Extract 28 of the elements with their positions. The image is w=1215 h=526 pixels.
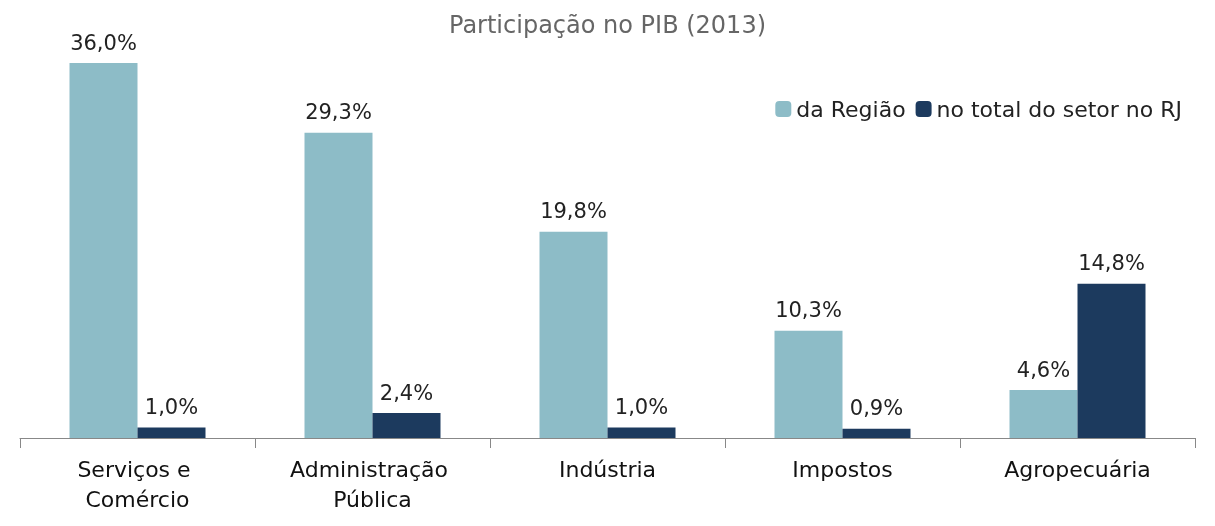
bar — [842, 428, 911, 438]
data-label: 36,0% — [70, 30, 137, 55]
chart-title: Participação no PIB (2013) — [448, 11, 767, 39]
bar — [69, 63, 138, 438]
bar — [1009, 390, 1078, 438]
bar — [304, 132, 373, 438]
data-label: 1,0% — [144, 395, 199, 420]
data-label: 14,8% — [1078, 251, 1145, 276]
x-tick-label: Serviços e Comércio — [77, 456, 198, 512]
bar — [774, 330, 843, 438]
bar — [372, 413, 441, 438]
data-label: 10,3% — [775, 298, 842, 323]
x-tick-label: Agropecuária — [1004, 456, 1151, 482]
bar — [1077, 283, 1146, 438]
data-label: 4,6% — [1016, 357, 1071, 382]
data-label: 29,3% — [305, 100, 372, 125]
x-tick-label: Impostos — [792, 456, 893, 482]
data-label: 1,0% — [614, 395, 669, 420]
x-tick-label: Administração Pública — [290, 456, 455, 512]
data-label: 0,9% — [849, 396, 904, 421]
legend-label: da Região — [796, 96, 906, 122]
x-tick-label: Indústria — [558, 456, 657, 482]
bar — [137, 427, 206, 438]
data-label: 19,8% — [540, 199, 607, 224]
bar — [607, 427, 676, 438]
bar — [539, 231, 608, 438]
data-label: 2,4% — [379, 380, 434, 405]
legend-label: no total do setor no RJ — [936, 96, 1182, 122]
